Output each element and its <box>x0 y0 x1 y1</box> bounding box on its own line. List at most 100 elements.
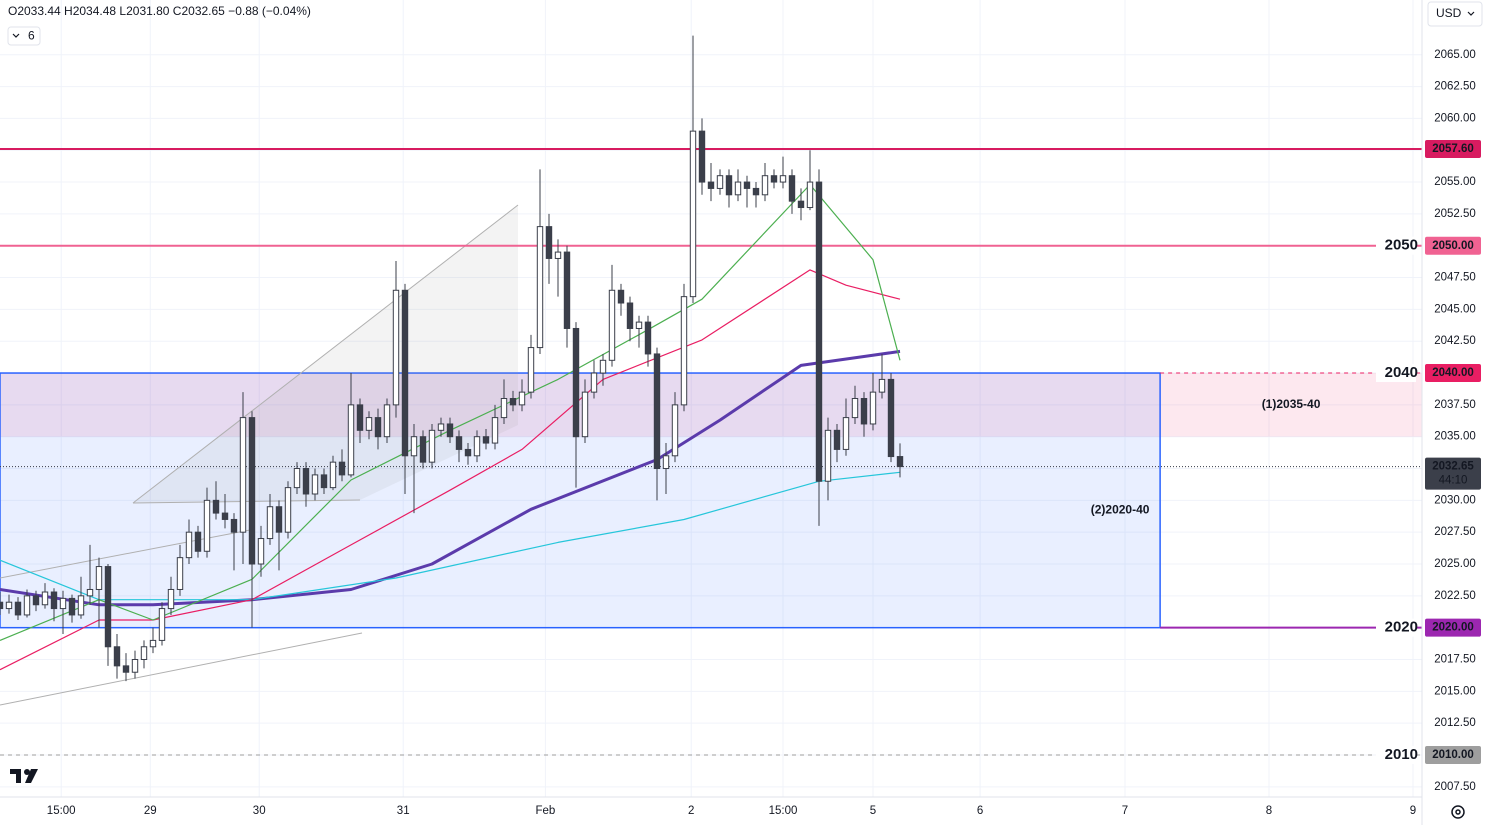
x-tick-label: 6 <box>977 805 983 817</box>
candle-body <box>743 181 751 189</box>
candle-body <box>788 175 796 202</box>
x-tick-label: 29 <box>144 805 157 817</box>
candle-body <box>176 557 184 590</box>
candle-body <box>41 591 49 606</box>
candle-body <box>257 538 265 565</box>
trend-line <box>132 204 519 504</box>
candle-body <box>212 499 220 514</box>
candle-body <box>32 595 40 606</box>
candle-body <box>734 181 742 196</box>
candle-body <box>50 591 58 610</box>
level-label-bg <box>1376 364 1416 383</box>
level-label: 2050 <box>1385 237 1418 254</box>
candle-body <box>806 181 814 209</box>
dropdown-icon <box>1467 11 1475 16</box>
candle-body <box>464 448 472 457</box>
candle-body <box>896 456 904 468</box>
zone-label: (1)2035-40 <box>1262 397 1321 411</box>
y-tick-label: 2065.00 <box>1434 49 1476 61</box>
price-badge <box>1425 236 1481 255</box>
candle-body <box>581 391 589 438</box>
settings-icon[interactable] <box>1451 805 1465 819</box>
price-badge-label: 2057.60 <box>1432 143 1474 155</box>
candle-body <box>779 175 787 183</box>
x-tick-label: 15:00 <box>769 805 798 817</box>
x-tick-label: 31 <box>397 805 410 817</box>
price-badge-label: 2040.00 <box>1432 367 1474 379</box>
candle-body <box>770 175 778 183</box>
indicator-toggle[interactable] <box>7 26 41 46</box>
candle-body <box>491 417 499 444</box>
candle-body <box>815 181 823 482</box>
y-tick-label: 2055.00 <box>1434 176 1476 188</box>
candle-body <box>689 130 697 298</box>
candle-body <box>149 639 157 648</box>
price-badge <box>1425 364 1481 383</box>
candle-body <box>266 506 274 540</box>
x-tick-label: 5 <box>870 805 876 817</box>
candle-body <box>374 417 382 438</box>
candles <box>0 35 904 682</box>
y-tick-label: 2022.50 <box>1434 590 1476 602</box>
candle-body <box>833 429 841 450</box>
countdown-label: 44:10 <box>1439 475 1468 487</box>
candle-body <box>113 646 121 667</box>
y-tick-label: 2052.50 <box>1434 208 1476 220</box>
candle-body <box>221 512 229 520</box>
candle-body <box>185 531 193 559</box>
x-tick-label: 9 <box>1410 805 1416 817</box>
candle-body <box>860 398 868 425</box>
candle-body <box>626 302 634 329</box>
candle-body <box>536 226 544 349</box>
candle-body <box>842 417 850 450</box>
levels: 2050 2040 2020 2010 <box>0 147 1422 764</box>
level-label-bg <box>1376 618 1416 637</box>
x-tick-label: 2 <box>688 805 694 817</box>
candle-body <box>446 423 454 438</box>
candle-body <box>365 417 373 431</box>
candle-body <box>158 608 166 641</box>
candle-body <box>671 404 679 457</box>
price-badge-label: 2050.00 <box>1432 240 1474 252</box>
candle-body <box>59 597 67 610</box>
candle-body <box>500 398 508 419</box>
candle-body <box>455 436 463 450</box>
candle-body <box>824 429 832 482</box>
y-tick-label: 2042.50 <box>1434 335 1476 347</box>
price-badges: 2057.60 2050.00 2040.00 2020.00 2010.00 2032.… <box>1425 139 1481 764</box>
candle-body <box>698 130 706 183</box>
candle-body <box>131 658 139 673</box>
price-badge-label: 2020.00 <box>1432 622 1474 634</box>
zone <box>0 372 1161 629</box>
y-tick-label: 2007.50 <box>1434 781 1476 793</box>
candle-body <box>869 391 877 425</box>
candle-body <box>401 289 409 457</box>
price-badge <box>1425 745 1481 764</box>
level-label-bg <box>1376 236 1416 255</box>
last-price-badge <box>1425 457 1481 490</box>
candle-body <box>797 200 805 209</box>
trend-drawings <box>0 204 519 706</box>
candle-body <box>5 601 13 610</box>
candle-body <box>167 588 175 610</box>
y-tick-label: 2025.00 <box>1434 558 1476 570</box>
candle-body <box>617 289 625 304</box>
currency-select[interactable] <box>1427 1 1483 27</box>
zone-label: (2)2020-40 <box>1091 503 1150 517</box>
x-tick-label: 8 <box>1266 805 1272 817</box>
candle-body <box>0 601 4 610</box>
ma-line <box>0 349 901 607</box>
y-tick-label: 2062.50 <box>1434 81 1476 93</box>
candle-body <box>887 378 895 458</box>
price-badge <box>1425 139 1481 158</box>
candle-body <box>545 226 553 259</box>
candle-body <box>716 175 724 189</box>
level-label: 2040 <box>1385 364 1418 381</box>
candle-body <box>293 468 301 489</box>
candle-body <box>347 404 355 476</box>
y-tick-label: 2047.50 <box>1434 272 1476 284</box>
y-tick-label: 2017.50 <box>1434 654 1476 666</box>
candle-body <box>419 436 427 463</box>
candle-body <box>239 417 247 533</box>
candle-body <box>599 359 607 374</box>
